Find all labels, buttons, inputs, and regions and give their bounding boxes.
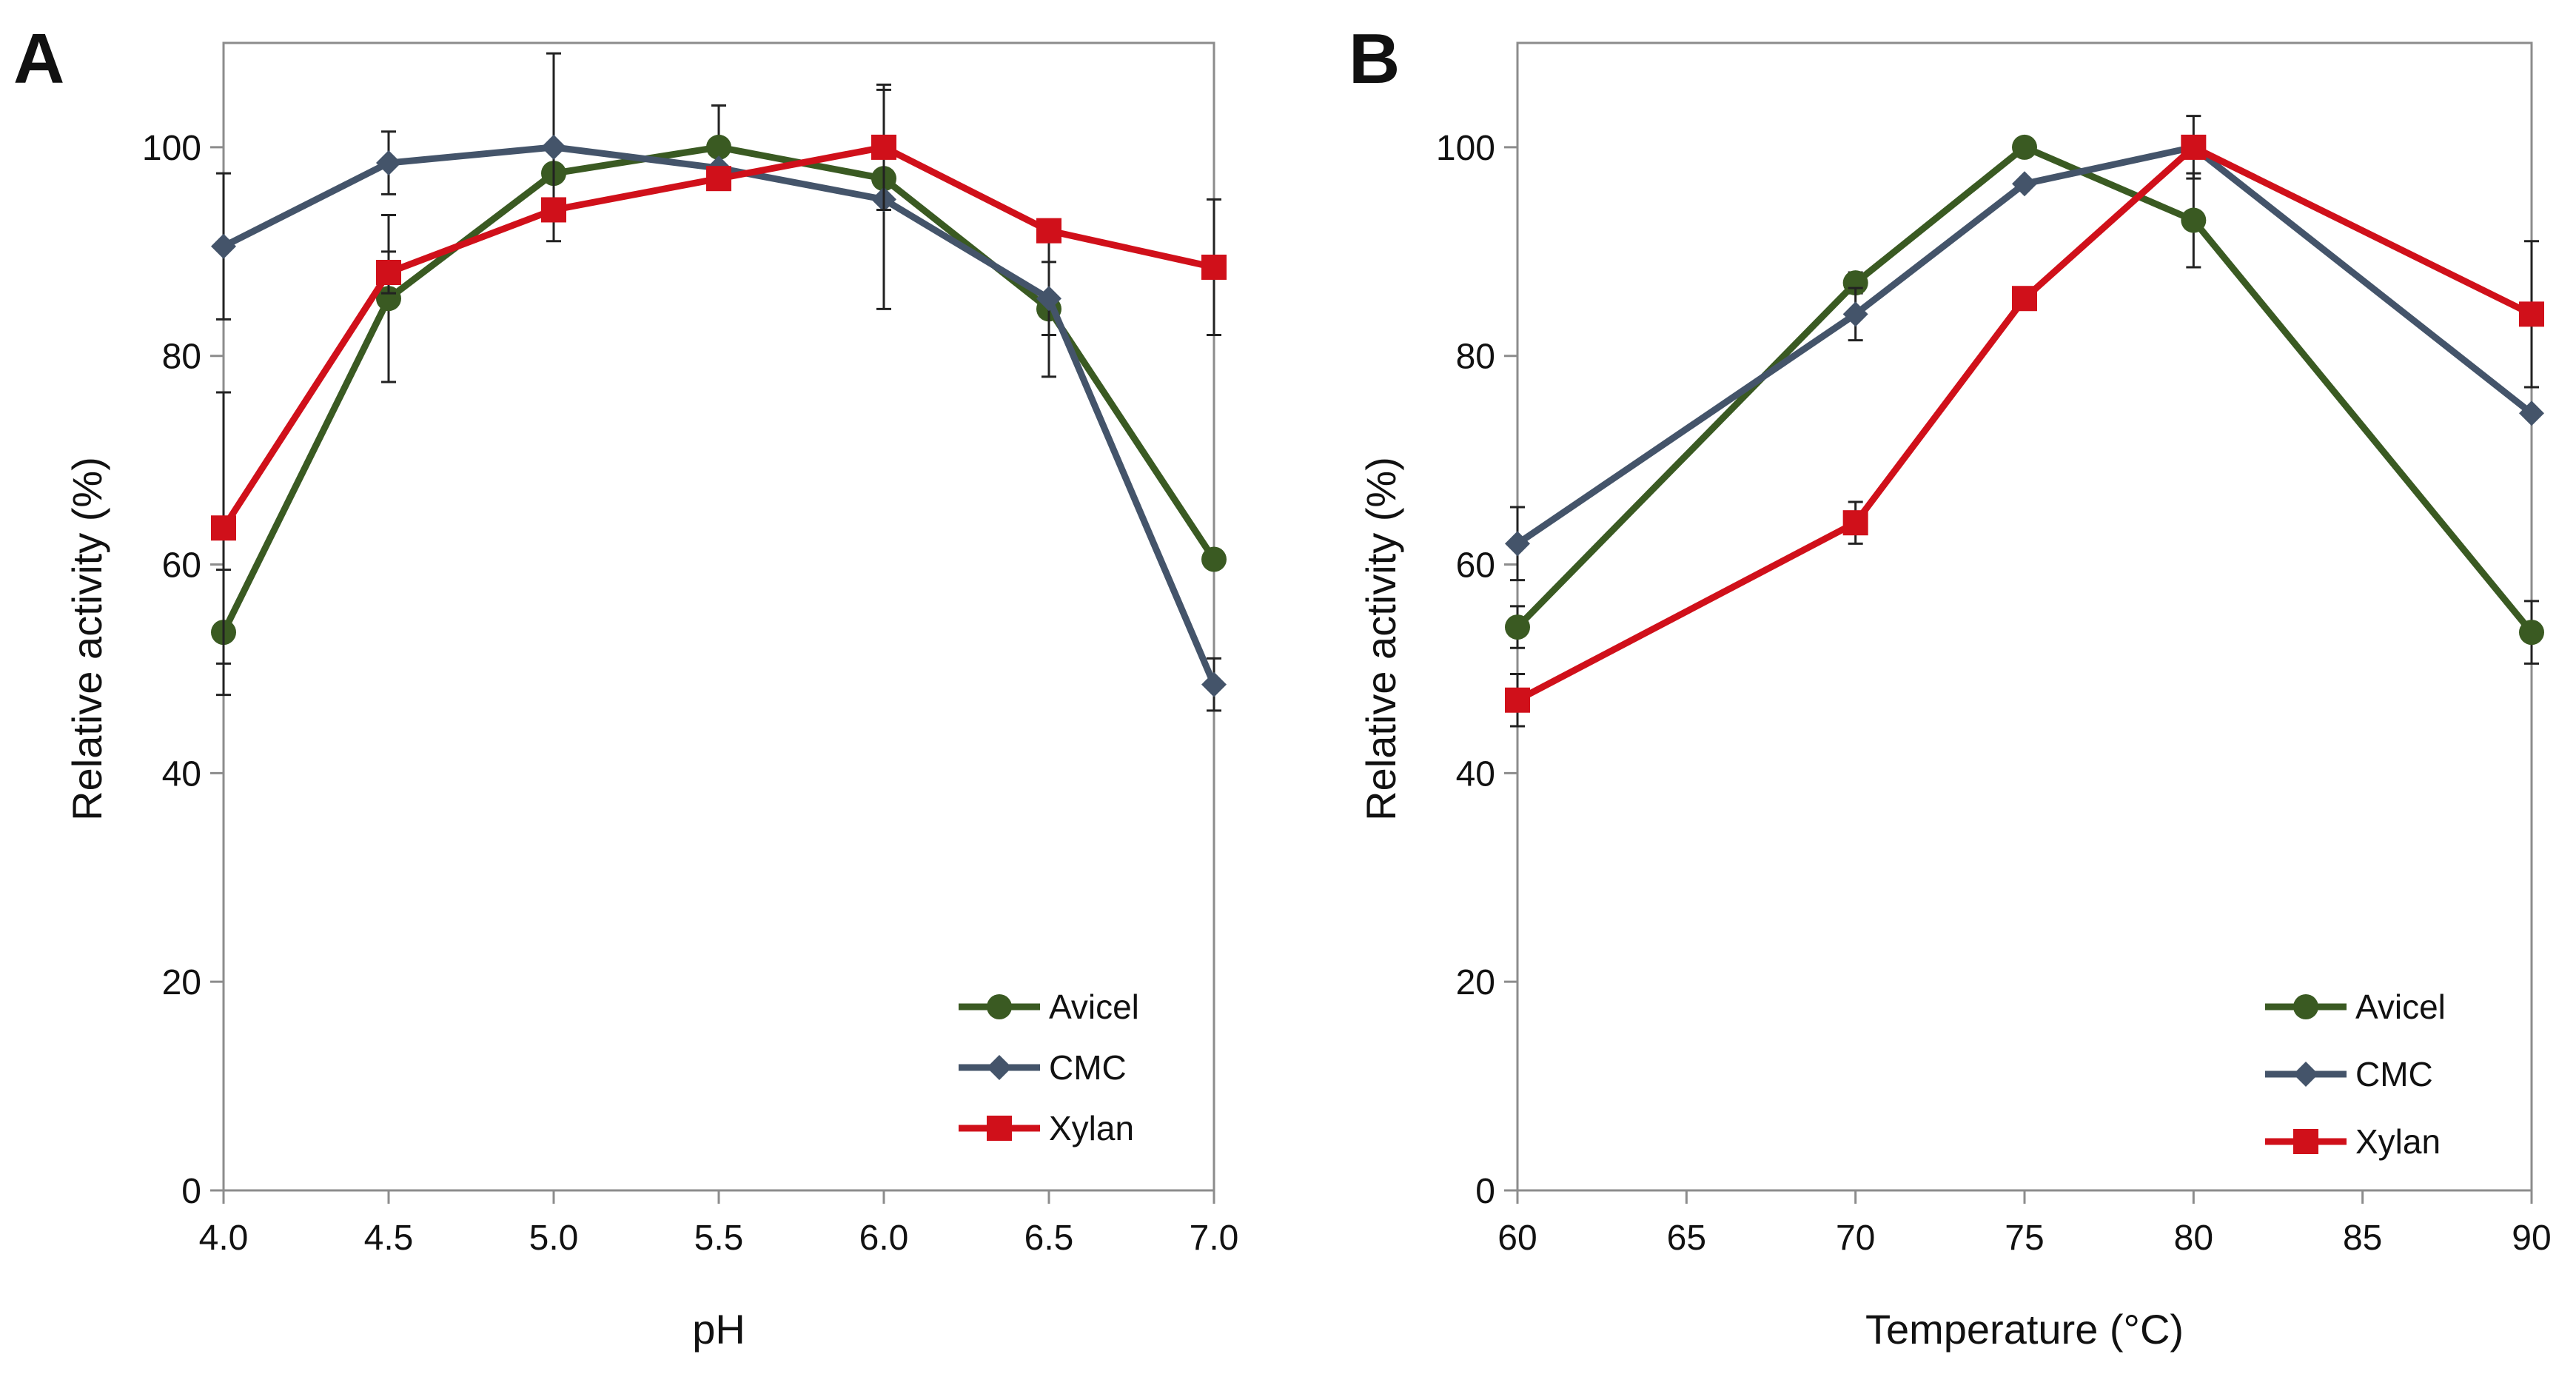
series-xylan bbox=[211, 83, 1227, 665]
y-tick-label: 20 bbox=[1456, 963, 1495, 1002]
legend-marker bbox=[987, 1055, 1012, 1080]
data-point bbox=[2012, 134, 2037, 160]
data-point bbox=[2012, 286, 2037, 312]
series-line bbox=[1515, 144, 2535, 634]
data-point bbox=[541, 134, 566, 160]
y-tick-label: 100 bbox=[142, 129, 201, 168]
data-point bbox=[2012, 171, 2037, 197]
legend-label: Xylan bbox=[1049, 1109, 1134, 1147]
x-tick-label: 85 bbox=[2343, 1219, 2382, 1258]
legend-marker bbox=[2293, 1129, 2318, 1154]
x-axis-title: pH bbox=[692, 1306, 745, 1353]
legend-marker bbox=[987, 994, 1012, 1019]
data-point bbox=[211, 515, 236, 541]
data-point bbox=[211, 233, 236, 259]
series-line bbox=[220, 144, 1217, 634]
data-point bbox=[2519, 620, 2544, 646]
data-point bbox=[1842, 301, 1868, 327]
legend: Avicel CMC Xylan bbox=[959, 988, 1139, 1147]
chart-b: 0 20 40 60 80 100 60 65 70 75 80 85 90 Temperature (°… bbox=[1358, 41, 2552, 1353]
legend-marker bbox=[987, 1116, 1012, 1141]
data-point bbox=[1036, 218, 1061, 244]
data-point bbox=[1505, 687, 1530, 713]
data-point bbox=[1842, 510, 1868, 536]
legend: Avicel CMC Xylan bbox=[2265, 988, 2446, 1161]
data-point bbox=[2181, 134, 2207, 160]
y-tick-label: 20 bbox=[162, 963, 201, 1002]
data-point bbox=[376, 260, 401, 285]
x-tick-label: 60 bbox=[1497, 1219, 1537, 1258]
y-tick-label: 100 bbox=[1436, 129, 1495, 168]
data-point bbox=[1036, 286, 1061, 312]
data-point bbox=[2519, 401, 2544, 426]
series-line bbox=[1515, 144, 2533, 703]
data-point bbox=[1505, 531, 1530, 557]
x-tick-label: 5.5 bbox=[694, 1219, 744, 1258]
series-xylan bbox=[1505, 134, 2544, 728]
series-line bbox=[1515, 144, 2534, 547]
data-point bbox=[541, 197, 566, 223]
x-tick-label: 80 bbox=[2174, 1219, 2213, 1258]
data-point bbox=[1505, 614, 1530, 640]
legend-label: CMC bbox=[2355, 1055, 2433, 1093]
data-point bbox=[1201, 546, 1227, 572]
x-tick-label: 5.0 bbox=[529, 1219, 579, 1258]
y-tick-label: 40 bbox=[162, 754, 201, 794]
x-tick-label: 75 bbox=[2005, 1219, 2044, 1258]
x-tick-label: 4.5 bbox=[364, 1219, 414, 1258]
data-point bbox=[2519, 301, 2544, 327]
chart-a: 0 20 40 60 80 100 4.0 4.5 5.0 5.5 6.0 6.5 7.0 pH Relat… bbox=[64, 41, 1239, 1353]
data-point bbox=[2181, 207, 2207, 233]
series-line bbox=[221, 144, 1218, 686]
data-point bbox=[1201, 254, 1227, 280]
y-axis-title: Relative activity (%) bbox=[64, 457, 110, 821]
legend-label: Avicel bbox=[2355, 988, 2446, 1026]
x-tick-label: 4.0 bbox=[199, 1219, 249, 1258]
data-point bbox=[706, 166, 731, 192]
y-tick-label: 80 bbox=[1456, 338, 1495, 377]
legend-marker bbox=[2293, 1062, 2318, 1087]
data-point bbox=[1201, 671, 1227, 697]
x-axis-title: Temperature (°C) bbox=[1865, 1306, 2184, 1353]
y-tick-label: 0 bbox=[181, 1172, 201, 1211]
y-tick-label: 60 bbox=[1456, 546, 1495, 586]
panel-label-b: B bbox=[1349, 19, 1400, 98]
x-tick-label: 7.0 bbox=[1190, 1219, 1239, 1258]
panel-label-a: A bbox=[13, 19, 64, 98]
x-tick-label: 70 bbox=[1836, 1219, 1875, 1258]
data-point bbox=[706, 134, 731, 160]
x-tick-label: 6.5 bbox=[1024, 1219, 1074, 1258]
x-tick-label: 65 bbox=[1667, 1219, 1706, 1258]
y-axis-title: Relative activity (%) bbox=[1358, 457, 1404, 821]
series-cmc bbox=[1505, 115, 2544, 582]
x-tick-label: 6.0 bbox=[859, 1219, 909, 1258]
y-tick-label: 80 bbox=[162, 338, 201, 377]
data-point bbox=[376, 150, 401, 176]
series-avicel bbox=[211, 104, 1227, 697]
x-tick-label: 90 bbox=[2512, 1219, 2551, 1258]
legend-label: Xylan bbox=[2355, 1122, 2441, 1161]
y-tick-label: 40 bbox=[1456, 754, 1495, 794]
legend-label: CMC bbox=[1049, 1048, 1127, 1087]
legend-marker bbox=[2293, 994, 2318, 1019]
y-tick-label: 60 bbox=[162, 546, 201, 586]
y-tick-label: 0 bbox=[1475, 1172, 1495, 1211]
data-point bbox=[871, 134, 896, 160]
legend-label: Avicel bbox=[1049, 988, 1139, 1026]
series-avicel bbox=[1505, 134, 2544, 665]
